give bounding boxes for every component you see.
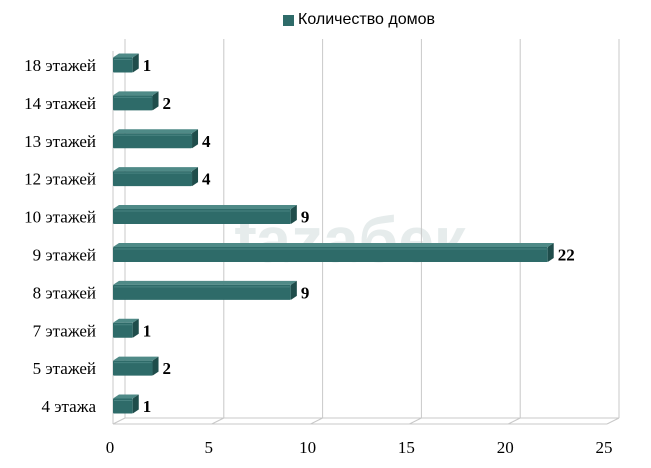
- data-label: 2: [163, 359, 172, 378]
- bar-side-face: [192, 167, 199, 187]
- category-label: 7 этажей: [33, 321, 96, 340]
- data-label: 9: [301, 283, 310, 302]
- gridline-floor: [211, 417, 225, 425]
- bar-top-face: [113, 356, 159, 361]
- x-tick-label: 25: [596, 438, 613, 457]
- bar: [113, 280, 297, 300]
- bar-front-face: [113, 398, 133, 414]
- legend: Количество домов: [283, 9, 435, 31]
- x-tick-label: 5: [205, 438, 214, 457]
- x-tick-label: 0: [106, 438, 115, 457]
- data-label: 4: [202, 132, 211, 151]
- legend-label: Количество домов: [298, 11, 435, 28]
- data-label: 9: [301, 208, 310, 227]
- category-label: 12 этажей: [24, 170, 96, 189]
- bar: [113, 356, 159, 376]
- bar-side-face: [132, 318, 139, 338]
- bar: [113, 129, 199, 149]
- bar-top-face: [113, 53, 139, 58]
- bar-front-face: [113, 57, 133, 73]
- bar-top-face: [113, 129, 199, 134]
- bar-top-face: [113, 242, 554, 247]
- bar-front-face: [113, 95, 153, 111]
- category-label: 10 этажей: [24, 208, 96, 227]
- legend-swatch: [283, 14, 294, 26]
- category-label: 14 этажей: [24, 94, 96, 113]
- category-label: 5 этажей: [33, 359, 96, 378]
- bar-front-face: [113, 133, 193, 149]
- x-tick-label: 15: [398, 438, 415, 457]
- data-label: 4: [202, 170, 211, 189]
- bar-front-face: [113, 360, 153, 376]
- gridline-floor: [606, 417, 620, 425]
- bar-top-face: [113, 318, 139, 323]
- bar-side-face: [192, 129, 199, 149]
- bar-side-face: [290, 280, 297, 300]
- bar-top-face: [113, 91, 159, 96]
- gridline-floor: [409, 417, 422, 425]
- x-tick-label: 10: [299, 438, 316, 457]
- bar-side-face: [152, 356, 159, 376]
- bar: [113, 167, 199, 187]
- x-tick-label: 20: [497, 438, 514, 457]
- bar-top-face: [113, 280, 297, 285]
- bar-front-face: [113, 284, 291, 300]
- gridline-floor: [507, 417, 521, 425]
- category-label: 8 этажей: [33, 283, 96, 302]
- bar-front-face: [113, 322, 133, 338]
- bar: [113, 91, 159, 111]
- bar-side-face: [290, 205, 297, 225]
- bar-front-face: [113, 209, 291, 225]
- data-label: 22: [558, 245, 575, 264]
- bar-side-face: [132, 394, 139, 414]
- bar-side-face: [547, 242, 554, 262]
- bar-side-face: [132, 53, 139, 73]
- bar: [113, 205, 297, 225]
- bar-front-face: [113, 246, 548, 262]
- data-label: 2: [163, 94, 172, 113]
- bar: [113, 53, 139, 73]
- bar: [113, 318, 139, 338]
- category-label: 4 этажа: [41, 397, 96, 416]
- chart-labels: 0 5 10 15 20 254 этажа 15 этажей 27 этажей 18 эт…: [24, 56, 612, 457]
- category-label: 9 этажей: [33, 245, 96, 264]
- category-label: 13 этажей: [24, 132, 96, 151]
- data-label: 1: [143, 321, 152, 340]
- bar: [113, 394, 139, 414]
- bar-top-face: [113, 205, 297, 210]
- data-label: 1: [143, 397, 152, 416]
- category-label: 18 этажей: [24, 56, 96, 75]
- gridline-floor: [112, 417, 126, 425]
- bar-top-face: [113, 167, 199, 172]
- bar-top-face: [113, 394, 139, 399]
- bar-side-face: [152, 91, 159, 111]
- bar-series: [113, 53, 554, 414]
- bar-front-face: [113, 171, 193, 187]
- data-label: 1: [143, 56, 152, 75]
- chart-axes: [112, 39, 620, 425]
- bar: [113, 242, 554, 262]
- gridline-floor: [310, 417, 323, 425]
